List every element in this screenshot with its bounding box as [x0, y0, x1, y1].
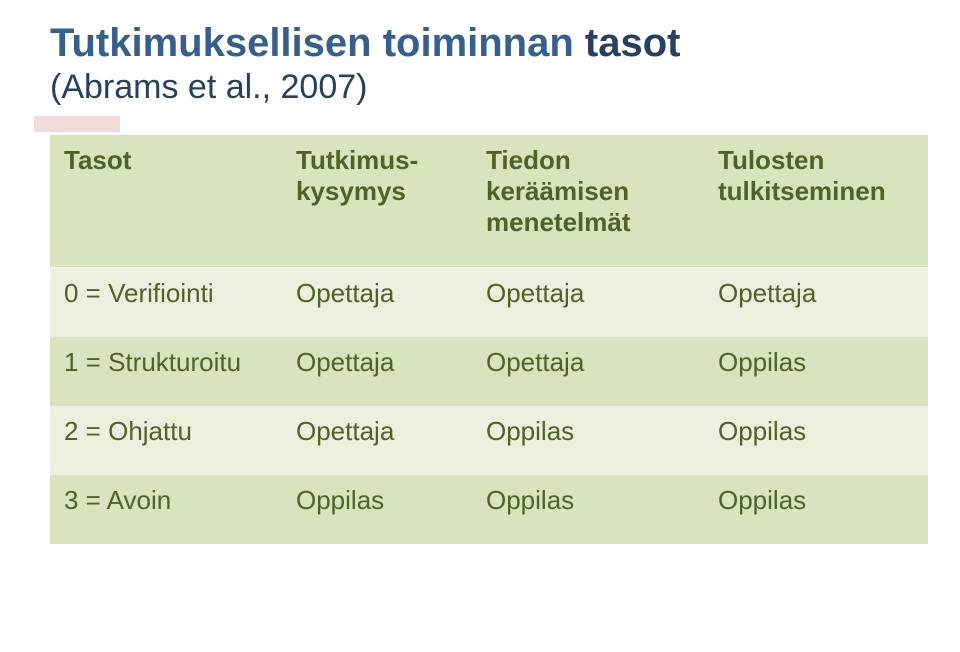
- cell: 0 = Verifiointi: [50, 267, 282, 337]
- table-row: 2 = Ohjattu Opettaja Oppilas Oppilas: [50, 406, 928, 475]
- table-row: 0 = Verifiointi Opettaja Opettaja Opetta…: [50, 267, 928, 337]
- title-block: Tutkimuksellisen toiminnan tasot (Abrams…: [50, 20, 910, 107]
- cell: Oppilas: [704, 406, 928, 475]
- col-header-tasot: Tasot: [50, 135, 282, 267]
- cell: Oppilas: [472, 406, 704, 475]
- slide-title: Tutkimuksellisen toiminnan tasot: [50, 20, 910, 66]
- col-header-tulosten: Tulosten tulkitseminen: [704, 135, 928, 267]
- col-header-tutkimuskysymys: Tutkimus-kysymys: [282, 135, 472, 267]
- cell: Opettaja: [472, 267, 704, 337]
- levels-table: Tasot Tutkimus-kysymys Tiedon keräämisen…: [50, 135, 928, 544]
- cell: Opettaja: [282, 267, 472, 337]
- cell: Oppilas: [282, 475, 472, 544]
- table-row: 3 = Avoin Oppilas Oppilas Oppilas: [50, 475, 928, 544]
- cell: Oppilas: [704, 337, 928, 406]
- slide-subtitle: (Abrams et al., 2007): [50, 68, 910, 107]
- cell: Opettaja: [472, 337, 704, 406]
- cell: Opettaja: [704, 267, 928, 337]
- slide: Tutkimuksellisen toiminnan tasot (Abrams…: [0, 0, 960, 652]
- accent-bar: [34, 116, 120, 132]
- cell: 2 = Ohjattu: [50, 406, 282, 475]
- col-header-tiedon: Tiedon keräämisen menetelmät: [472, 135, 704, 267]
- table-header-row: Tasot Tutkimus-kysymys Tiedon keräämisen…: [50, 135, 928, 267]
- cell: Oppilas: [704, 475, 928, 544]
- cell: Opettaja: [282, 337, 472, 406]
- cell: 3 = Avoin: [50, 475, 282, 544]
- table-row: 1 = Strukturoitu Opettaja Opettaja Oppil…: [50, 337, 928, 406]
- cell: 1 = Strukturoitu: [50, 337, 282, 406]
- title-part1: Tutkimuksellisen toiminnan: [50, 21, 585, 65]
- cell: Opettaja: [282, 406, 472, 475]
- cell: Oppilas: [472, 475, 704, 544]
- title-part2: tasot: [585, 21, 681, 65]
